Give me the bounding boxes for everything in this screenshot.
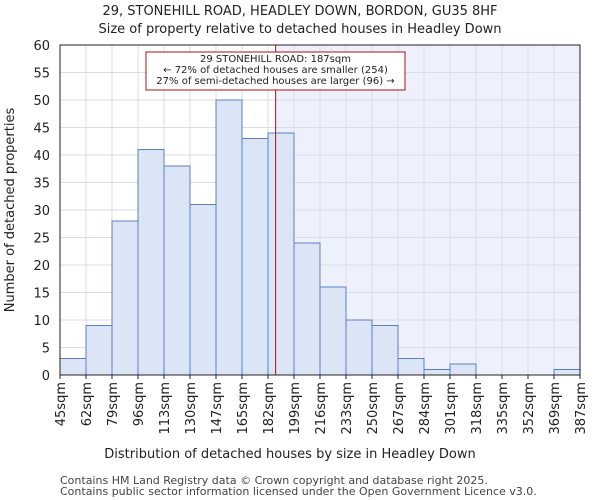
x-tick-label: 79sqm (106, 382, 121, 426)
bar (137, 149, 165, 376)
bar (371, 325, 399, 376)
y-axis-title: Number of detached properties (3, 108, 18, 313)
bar (215, 99, 243, 376)
x-tick-label: 369sqm (548, 382, 563, 435)
bar (59, 358, 87, 376)
footer-line-1: Contains HM Land Registry data © Crown c… (60, 474, 488, 487)
bar (293, 242, 321, 376)
annotation-line-2: ← 72% of detached houses are smaller (25… (163, 65, 388, 76)
x-tick-label: 250sqm (366, 382, 381, 435)
y-tick-label: 35 (33, 177, 50, 192)
y-tick-label: 10 (33, 314, 50, 329)
bar (267, 132, 295, 376)
bar (85, 325, 113, 376)
bar (163, 165, 191, 376)
chart-title: 29, STONEHILL ROAD, HEADLEY DOWN, BORDON… (102, 4, 497, 19)
bar (423, 369, 451, 376)
x-tick-label: 130sqm (184, 382, 199, 435)
y-tick-label: 15 (33, 287, 50, 302)
footer-line-2: Contains public sector information licen… (60, 485, 537, 498)
x-tick-label: 318sqm (470, 382, 485, 435)
y-tick-label: 45 (33, 122, 50, 137)
x-tick-label: 301sqm (444, 382, 459, 435)
x-tick-label: 233sqm (340, 382, 355, 435)
bar (111, 220, 139, 376)
y-tick-label: 55 (33, 67, 50, 82)
annotation-box (145, 51, 406, 91)
annotation-line-1: 29 STONEHILL ROAD: 187sqm (200, 54, 351, 65)
x-tick-label: 335sqm (496, 382, 511, 435)
bar (319, 286, 347, 376)
bar (345, 319, 373, 376)
y-tick-label: 30 (33, 204, 50, 219)
property-annotation: 29 STONEHILL ROAD: 187sqm ← 72% of detac… (145, 51, 406, 91)
x-tick-label: 267sqm (392, 382, 407, 435)
x-tick-label: 45sqm (54, 382, 69, 426)
bar (449, 363, 477, 376)
y-tick-label: 50 (33, 94, 50, 109)
x-tick-label: 387sqm (574, 382, 589, 435)
x-axis-title: Distribution of detached houses by size … (104, 447, 476, 462)
x-tick-label: 199sqm (288, 382, 303, 435)
y-tick-label: 60 (33, 39, 50, 54)
x-tick-label: 216sqm (314, 382, 329, 435)
x-tick-label: 165sqm (236, 382, 251, 435)
x-tick-label: 284sqm (418, 382, 433, 435)
y-tick-label: 0 (42, 369, 50, 384)
x-tick-label: 352sqm (522, 382, 537, 435)
y-tick-label: 5 (42, 342, 50, 357)
y-tick-label: 25 (33, 232, 50, 247)
bar (189, 204, 217, 376)
annotation-line-3: 27% of semi-detached houses are larger (… (156, 76, 394, 87)
bar (241, 138, 269, 376)
x-tick-label: 96sqm (132, 382, 147, 426)
x-tick-label: 113sqm (158, 382, 173, 435)
bar (397, 358, 425, 376)
y-tick-label: 20 (33, 259, 50, 274)
chart-subtitle: Size of property relative to detached ho… (98, 22, 501, 37)
x-tick-label: 182sqm (262, 382, 277, 435)
x-tick-label: 147sqm (210, 382, 225, 435)
x-tick-label: 62sqm (80, 382, 95, 426)
y-tick-label: 40 (33, 149, 50, 164)
bar (553, 369, 581, 376)
